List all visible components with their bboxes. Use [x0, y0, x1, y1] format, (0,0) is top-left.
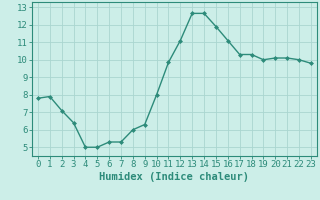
X-axis label: Humidex (Indice chaleur): Humidex (Indice chaleur) [100, 172, 249, 182]
